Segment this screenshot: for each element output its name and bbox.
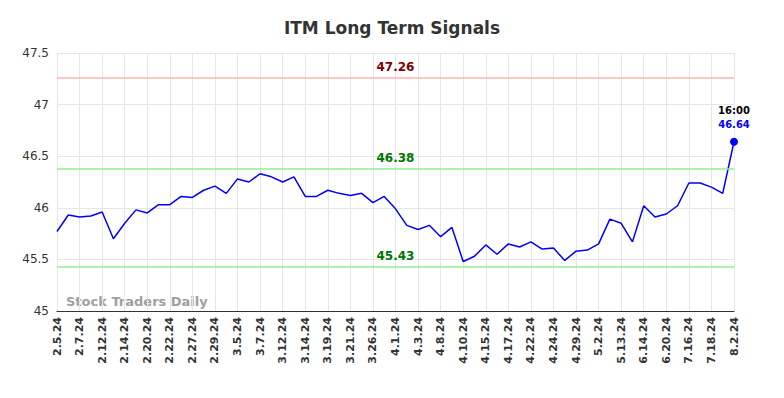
svg-text:3.5.24: 3.5.24 bbox=[231, 317, 244, 356]
svg-text:3.19.24: 3.19.24 bbox=[321, 317, 334, 364]
svg-text:2.27.24: 2.27.24 bbox=[186, 317, 199, 364]
svg-text:6.20.24: 6.20.24 bbox=[660, 317, 673, 364]
svg-text:3.26.24: 3.26.24 bbox=[366, 317, 379, 364]
svg-text:4.10.24: 4.10.24 bbox=[457, 317, 470, 364]
svg-text:46.64: 46.64 bbox=[718, 119, 750, 130]
svg-text:4.22.24: 4.22.24 bbox=[524, 317, 537, 364]
svg-text:45.43: 45.43 bbox=[377, 249, 415, 263]
svg-text:46.38: 46.38 bbox=[377, 151, 415, 165]
svg-text:6.14.24: 6.14.24 bbox=[637, 317, 650, 364]
svg-text:8.2.24: 8.2.24 bbox=[728, 317, 741, 356]
svg-text:7.16.24: 7.16.24 bbox=[682, 317, 695, 364]
svg-text:5.2.24: 5.2.24 bbox=[592, 317, 605, 356]
svg-text:45.5: 45.5 bbox=[22, 252, 49, 266]
svg-text:16:00: 16:00 bbox=[718, 105, 750, 116]
svg-text:2.20.24: 2.20.24 bbox=[141, 317, 154, 364]
svg-text:4.3.24: 4.3.24 bbox=[412, 317, 425, 356]
svg-text:7.18.24: 7.18.24 bbox=[705, 317, 718, 364]
svg-text:2.14.24: 2.14.24 bbox=[118, 317, 131, 364]
svg-text:46.5: 46.5 bbox=[22, 149, 49, 163]
svg-text:5.13.24: 5.13.24 bbox=[615, 317, 628, 364]
svg-text:2.29.24: 2.29.24 bbox=[208, 317, 221, 364]
svg-text:4.8.24: 4.8.24 bbox=[434, 317, 447, 356]
svg-text:46: 46 bbox=[34, 201, 49, 215]
svg-text:4.17.24: 4.17.24 bbox=[502, 317, 515, 364]
svg-text:4.1.24: 4.1.24 bbox=[389, 317, 402, 356]
svg-text:4.29.24: 4.29.24 bbox=[570, 317, 583, 364]
svg-text:47.5: 47.5 bbox=[22, 46, 49, 60]
svg-text:Stock Traders Daily: Stock Traders Daily bbox=[66, 294, 208, 309]
svg-text:2.22.24: 2.22.24 bbox=[163, 317, 176, 364]
svg-text:2.5.24: 2.5.24 bbox=[51, 317, 64, 356]
svg-text:3.14.24: 3.14.24 bbox=[299, 317, 312, 364]
svg-text:47.26: 47.26 bbox=[377, 60, 415, 74]
svg-text:3.12.24: 3.12.24 bbox=[276, 317, 289, 364]
svg-text:45: 45 bbox=[34, 304, 49, 318]
svg-text:4.24.24: 4.24.24 bbox=[547, 317, 560, 364]
svg-text:ITM Long Term Signals: ITM Long Term Signals bbox=[284, 18, 500, 38]
svg-text:3.7.24: 3.7.24 bbox=[254, 317, 267, 356]
svg-text:47: 47 bbox=[34, 98, 49, 112]
svg-text:3.21.24: 3.21.24 bbox=[344, 317, 357, 364]
svg-text:2.12.24: 2.12.24 bbox=[96, 317, 109, 364]
svg-text:2.7.24: 2.7.24 bbox=[73, 317, 86, 356]
svg-text:4.15.24: 4.15.24 bbox=[479, 317, 492, 364]
